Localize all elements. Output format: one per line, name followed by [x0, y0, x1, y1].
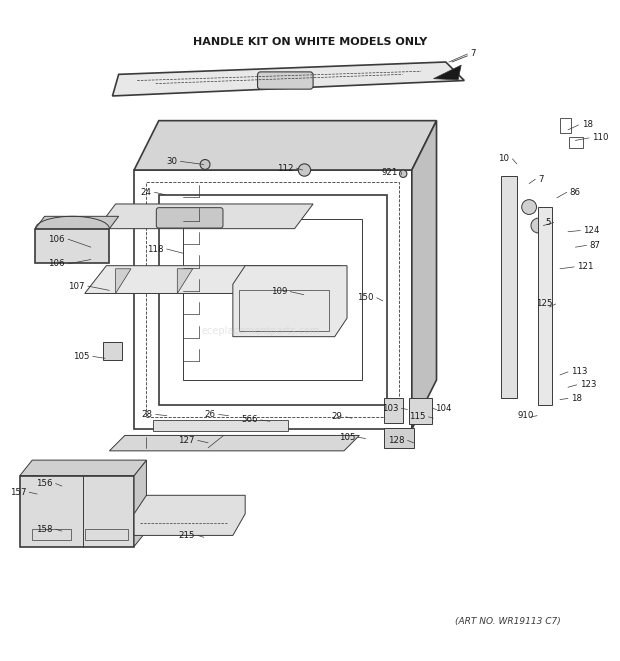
Text: 115: 115 — [409, 412, 425, 422]
Text: 118: 118 — [147, 245, 164, 254]
Bar — [384, 399, 402, 423]
Text: 7: 7 — [538, 175, 544, 184]
Polygon shape — [109, 436, 360, 451]
Bar — [384, 428, 414, 447]
FancyBboxPatch shape — [156, 208, 223, 228]
Text: 5: 5 — [545, 218, 551, 227]
Bar — [409, 399, 432, 424]
Text: 18: 18 — [582, 120, 593, 130]
Polygon shape — [233, 266, 347, 336]
Text: 104: 104 — [435, 404, 452, 412]
Text: 30: 30 — [166, 157, 177, 166]
Polygon shape — [134, 460, 146, 547]
Text: 18: 18 — [571, 394, 582, 403]
Bar — [159, 195, 387, 405]
Circle shape — [298, 164, 311, 176]
Text: 24: 24 — [140, 188, 151, 197]
Text: 910: 910 — [518, 411, 534, 420]
Bar — [538, 207, 552, 405]
Text: 124: 124 — [583, 226, 600, 235]
Bar — [134, 170, 412, 429]
Circle shape — [399, 170, 407, 177]
Text: 109: 109 — [271, 287, 287, 296]
Bar — [85, 529, 128, 540]
Text: 29: 29 — [332, 412, 343, 422]
Polygon shape — [85, 266, 341, 293]
Text: 150: 150 — [357, 293, 374, 302]
Text: 112: 112 — [277, 164, 293, 173]
Polygon shape — [115, 269, 131, 293]
Text: 156: 156 — [36, 479, 53, 488]
Bar — [239, 290, 329, 330]
Text: 157: 157 — [9, 488, 26, 496]
Text: 105: 105 — [73, 352, 90, 361]
Polygon shape — [134, 495, 245, 535]
Text: 106: 106 — [48, 259, 65, 268]
Bar — [502, 176, 516, 399]
Text: (ART NO. WR19113 C7): (ART NO. WR19113 C7) — [454, 617, 560, 625]
Text: 566: 566 — [241, 416, 257, 424]
Text: 106: 106 — [48, 235, 65, 244]
Circle shape — [521, 200, 536, 214]
Text: 127: 127 — [178, 436, 195, 445]
Text: 128: 128 — [388, 436, 404, 445]
Text: 105: 105 — [339, 433, 355, 442]
Text: 121: 121 — [577, 262, 594, 272]
Text: 123: 123 — [580, 380, 596, 389]
Text: 26: 26 — [205, 410, 216, 419]
Text: 110: 110 — [592, 134, 609, 142]
Bar — [560, 118, 571, 133]
Text: 28: 28 — [141, 410, 153, 419]
Polygon shape — [412, 121, 436, 429]
Bar — [184, 219, 363, 380]
Text: 158: 158 — [36, 525, 53, 533]
Polygon shape — [433, 65, 461, 80]
Circle shape — [200, 159, 210, 169]
Polygon shape — [35, 216, 118, 229]
Bar — [153, 420, 288, 431]
Text: 86: 86 — [570, 188, 581, 197]
Polygon shape — [35, 229, 109, 262]
Text: 113: 113 — [571, 368, 588, 376]
Text: 215: 215 — [178, 531, 195, 540]
Bar — [569, 137, 583, 149]
Text: 921: 921 — [382, 168, 398, 177]
Text: eceplacementparts.com: eceplacementparts.com — [202, 325, 320, 336]
Polygon shape — [177, 269, 193, 293]
FancyBboxPatch shape — [257, 72, 313, 89]
Polygon shape — [20, 475, 134, 547]
Text: 7: 7 — [471, 50, 476, 58]
Polygon shape — [134, 121, 436, 170]
Text: HANDLE KIT ON WHITE MODELS ONLY: HANDLE KIT ON WHITE MODELS ONLY — [193, 37, 427, 48]
Polygon shape — [112, 62, 464, 96]
Text: 103: 103 — [382, 404, 398, 412]
Text: 125: 125 — [536, 299, 552, 309]
Text: 87: 87 — [590, 241, 601, 250]
Polygon shape — [20, 460, 146, 475]
Bar — [104, 342, 122, 360]
Bar — [146, 182, 399, 417]
Bar — [32, 529, 71, 540]
Circle shape — [531, 218, 546, 233]
Text: 107: 107 — [68, 282, 85, 291]
Text: 10: 10 — [498, 155, 510, 163]
Polygon shape — [97, 204, 313, 229]
